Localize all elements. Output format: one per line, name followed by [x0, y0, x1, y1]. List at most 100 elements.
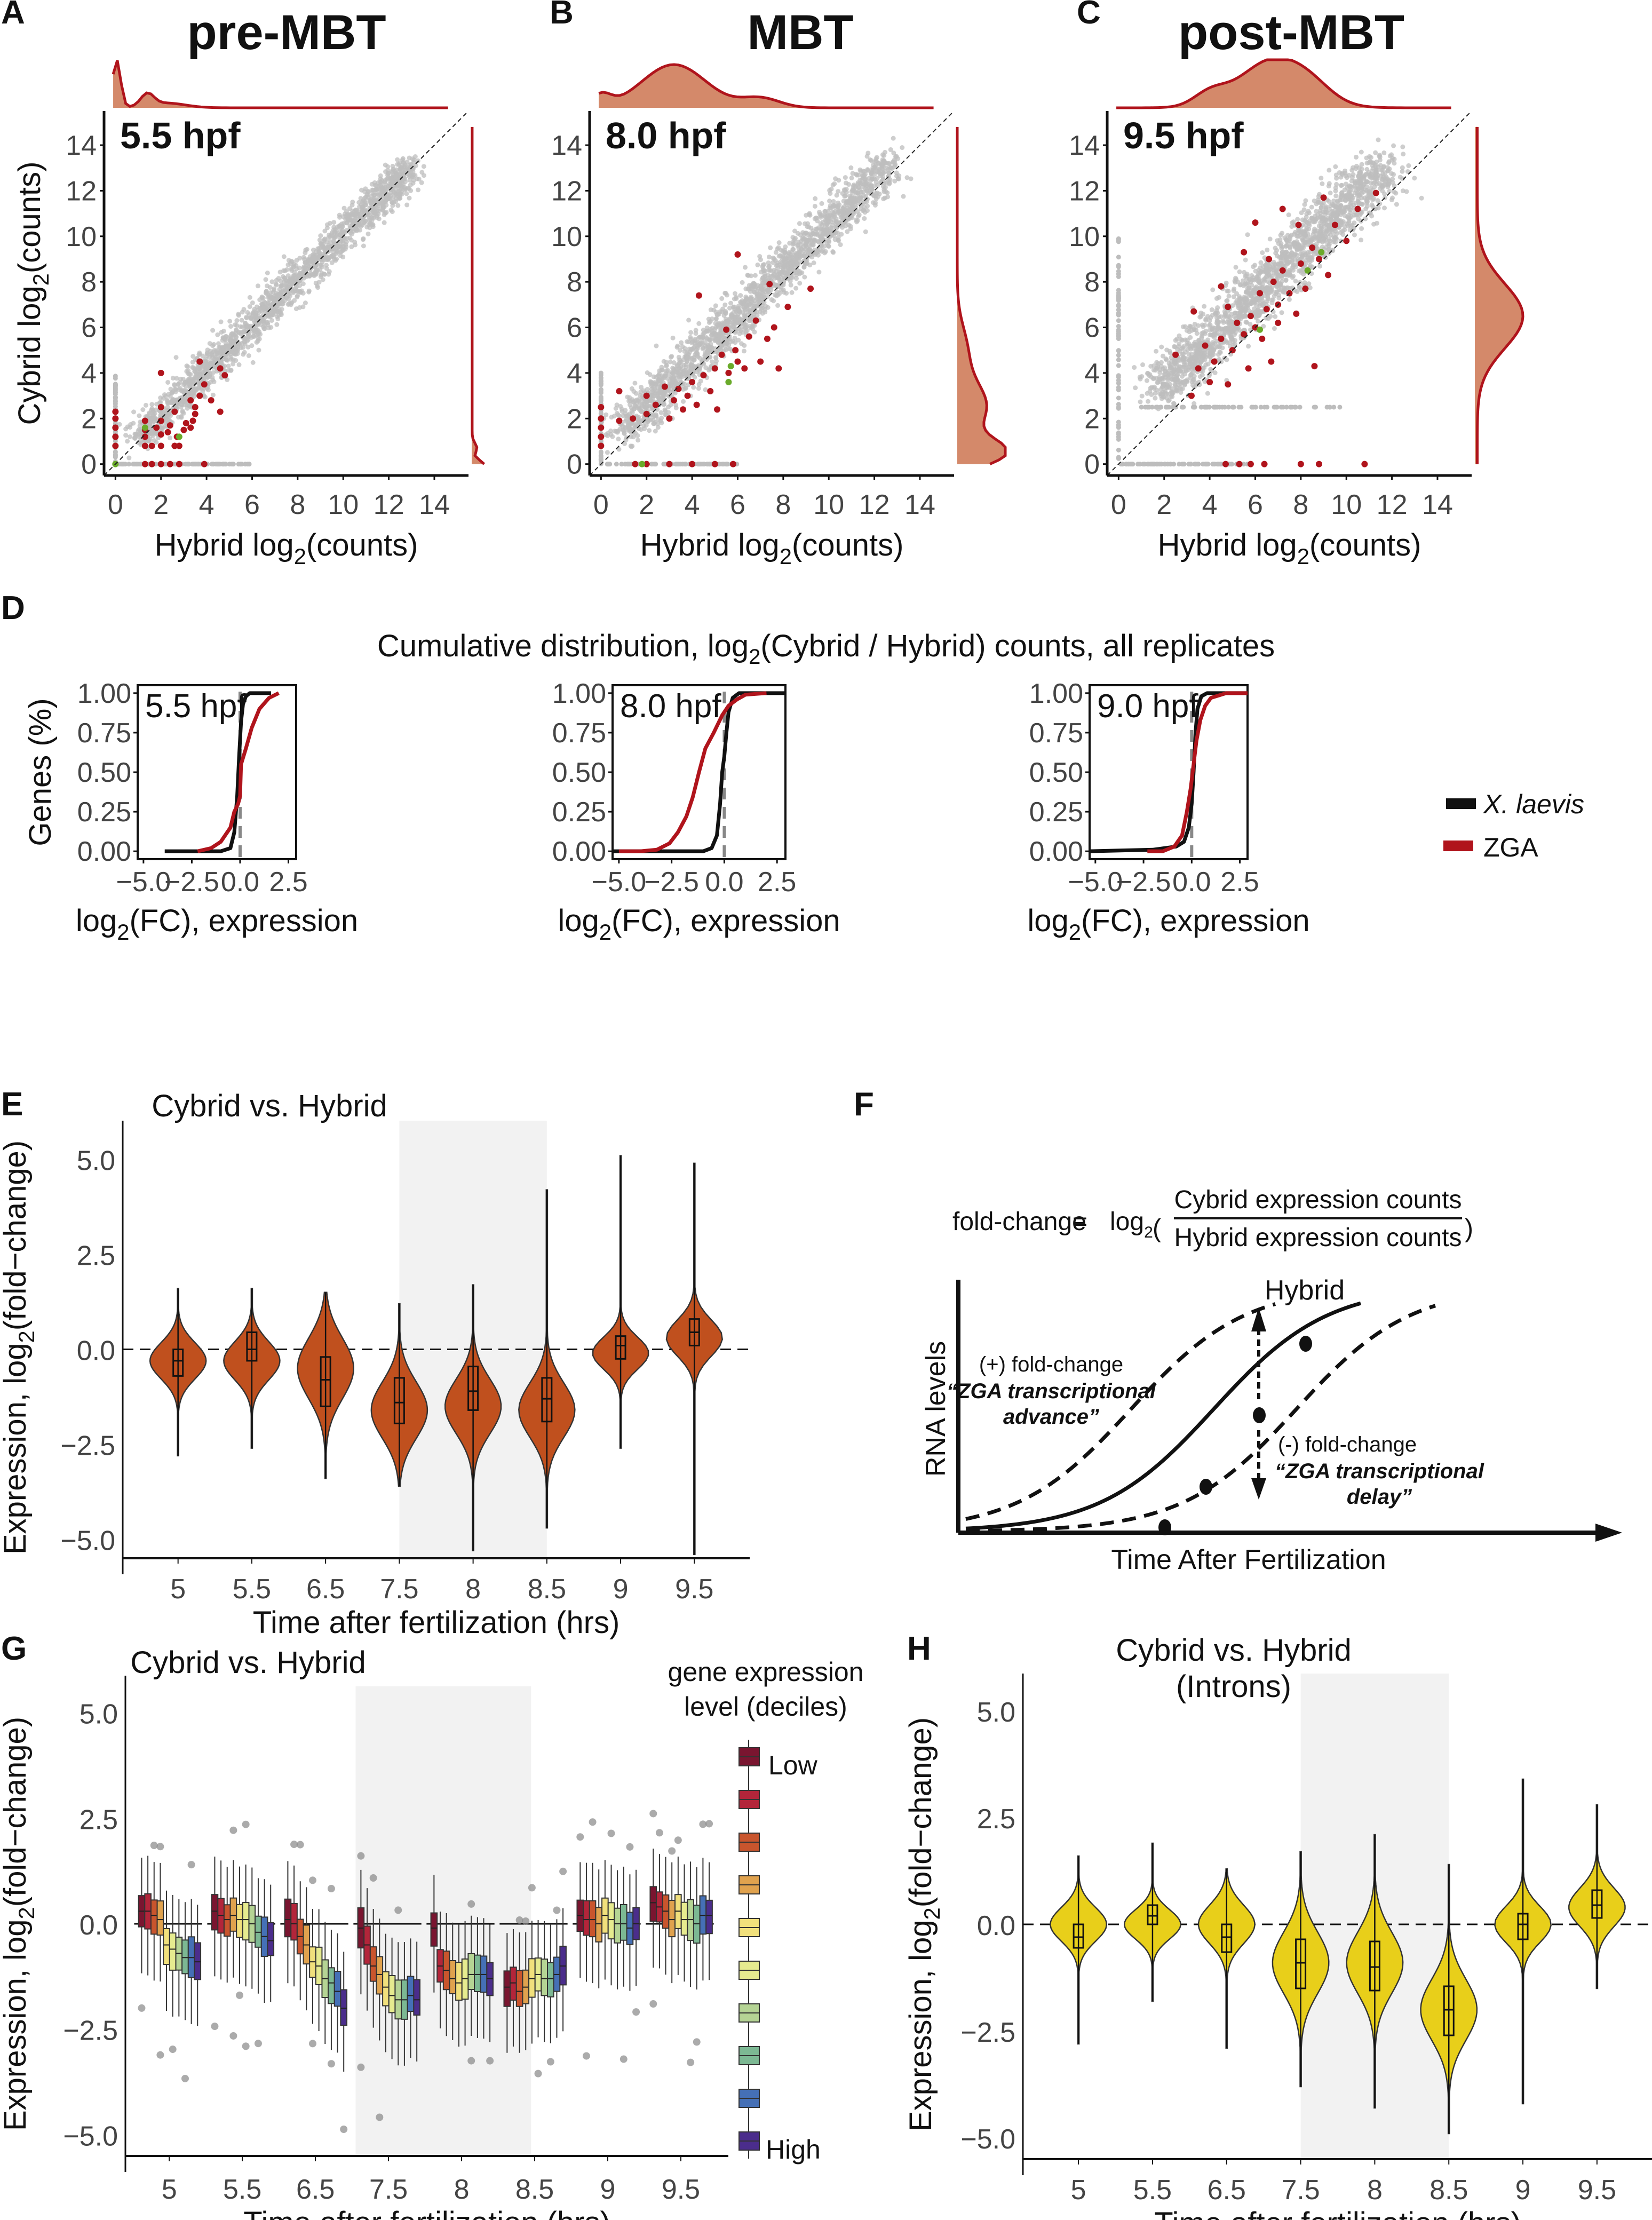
grey-point	[359, 202, 364, 208]
grey-point	[841, 199, 846, 204]
grey-point	[1354, 154, 1359, 160]
grey-point	[774, 283, 779, 289]
grey-point	[644, 399, 649, 405]
grey-point	[758, 284, 763, 289]
grey-point	[876, 169, 881, 174]
grey-point	[162, 424, 168, 429]
grey-point	[703, 387, 708, 392]
grey-point	[187, 382, 192, 387]
grey-point	[598, 375, 603, 380]
highlight-point	[141, 424, 148, 431]
grey-point	[303, 260, 308, 265]
y-tick-label: 0	[567, 449, 582, 480]
grey-point	[848, 165, 854, 170]
zga-point	[598, 424, 605, 431]
grey-point	[200, 353, 205, 359]
grey-point	[665, 376, 670, 381]
grey-point	[650, 393, 656, 399]
y-tick-label: 14	[66, 130, 97, 161]
grey-point	[252, 307, 257, 312]
grey-point	[816, 210, 822, 215]
grey-point	[222, 368, 227, 374]
panel-letter-h: H	[907, 1630, 931, 1667]
grey-point	[245, 344, 251, 350]
grey-point	[1359, 226, 1364, 231]
zga-point	[180, 426, 187, 433]
grey-point	[670, 335, 676, 340]
grey-point	[168, 386, 173, 392]
grey-point	[820, 248, 825, 253]
grey-point	[374, 183, 379, 188]
grey-point	[896, 173, 902, 178]
zga-point	[784, 304, 791, 311]
grey-point	[272, 288, 277, 293]
grey-point	[232, 332, 237, 338]
grey-point	[247, 304, 252, 310]
grey-point	[399, 184, 404, 189]
marginal-top-line	[112, 60, 448, 109]
grey-point	[732, 304, 737, 310]
grey-point	[363, 186, 368, 192]
grey-point	[790, 275, 795, 280]
grey-point	[745, 313, 750, 318]
zga-point	[112, 433, 119, 440]
grey-point	[255, 283, 260, 289]
grey-point	[829, 186, 834, 192]
grey-point	[422, 173, 427, 178]
grey-point	[324, 225, 330, 231]
grey-point	[353, 212, 358, 218]
grey-point	[241, 345, 246, 350]
grey-point	[668, 384, 673, 389]
grey-point	[407, 178, 412, 183]
grey-point	[682, 386, 688, 391]
grey-point	[870, 176, 875, 181]
grey-point	[303, 300, 308, 306]
grey-point	[231, 361, 236, 367]
grey-point	[386, 184, 391, 189]
grey-point	[250, 300, 255, 305]
grey-point	[341, 205, 347, 211]
grey-point	[284, 267, 290, 272]
grey-point	[236, 312, 241, 317]
highlight-point	[176, 433, 182, 440]
grey-point	[293, 273, 298, 278]
zga-point	[112, 415, 119, 422]
grey-point	[838, 242, 843, 247]
grey-point	[1243, 257, 1248, 263]
grey-point	[636, 438, 641, 443]
grey-point	[797, 281, 803, 286]
x-axis-label-sub: 2	[780, 544, 792, 569]
grey-point	[598, 454, 603, 459]
grey-point	[190, 360, 195, 365]
grey-point	[347, 235, 353, 241]
grey-point	[262, 326, 267, 331]
grey-point	[1265, 279, 1270, 284]
grey-point	[797, 221, 802, 226]
grey-point	[223, 337, 228, 342]
grey-point	[881, 196, 886, 202]
grey-point	[605, 433, 610, 439]
grey-point	[404, 202, 410, 208]
grey-point	[297, 305, 303, 310]
grey-point	[131, 409, 137, 415]
grey-point	[322, 237, 327, 242]
grey-point	[303, 248, 308, 253]
grey-point	[243, 321, 248, 326]
grey-point	[613, 406, 618, 411]
grey-point	[728, 322, 734, 328]
grey-point	[328, 239, 333, 244]
grey-point	[326, 272, 331, 277]
grey-point	[722, 290, 728, 296]
grey-point	[391, 200, 396, 205]
zga-point	[725, 369, 732, 376]
grey-point	[227, 319, 233, 324]
grey-point	[304, 274, 309, 279]
grey-point	[714, 322, 720, 328]
grey-point	[274, 308, 279, 313]
grey-point	[378, 176, 383, 181]
zga-point	[176, 442, 182, 449]
grey-point	[738, 328, 743, 334]
grey-point	[869, 158, 874, 163]
grey-point	[410, 169, 416, 175]
